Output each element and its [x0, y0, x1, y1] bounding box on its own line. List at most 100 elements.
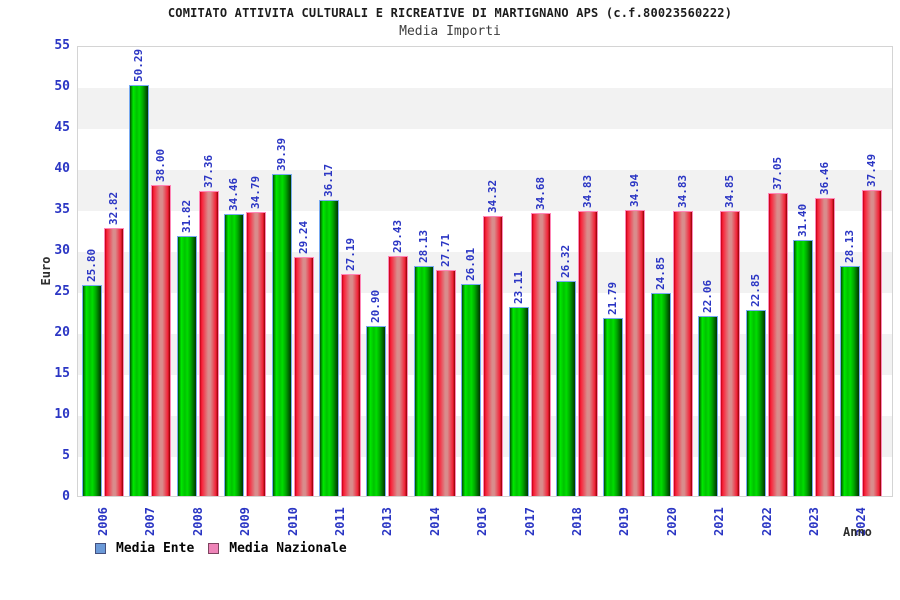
x-tick-label-2011: 2011 — [333, 507, 347, 536]
bar-media-nazionale-2016 — [483, 215, 504, 496]
bar-value-label: 29.24 — [296, 221, 310, 255]
legend-item-media-nazionale: Media Nazionale — [208, 541, 347, 556]
y-tick-label: 20 — [54, 325, 70, 340]
bar-value-label: 36.46 — [818, 161, 831, 196]
bar-media-ente-2016 — [461, 283, 482, 496]
y-tick-label: 35 — [54, 202, 70, 217]
bar-value-label: 25.80 — [85, 249, 98, 283]
x-axis-title: Anno — [843, 525, 872, 539]
x-tick-label-2014: 2014 — [427, 507, 442, 536]
bar-value-label: 34.68 — [533, 176, 547, 210]
bar-media-ente-2014 — [413, 266, 434, 496]
bar-media-ente-2013 — [366, 325, 387, 496]
bar-value-label: 50.29 — [132, 48, 146, 82]
bar-media-ente-2023 — [793, 239, 813, 496]
x-tick-label-2023: 2023 — [807, 507, 821, 536]
y-tick-label: 40 — [54, 161, 70, 176]
legend-label: Media Ente — [116, 541, 195, 556]
x-tick-label-2007: 2007 — [143, 507, 158, 536]
bar-media-ente-2024 — [840, 266, 861, 496]
bar-value-label: 31.82 — [179, 199, 193, 234]
bar-value-label: 37.36 — [201, 154, 215, 188]
x-tick-label-2009: 2009 — [238, 507, 253, 536]
bar-media-nazionale-2008 — [198, 190, 219, 496]
y-tick-label: 30 — [54, 243, 70, 258]
bar-value-label: 27.19 — [344, 237, 357, 272]
bar-media-ente-2019 — [603, 318, 624, 496]
bar-media-ente-2022 — [745, 309, 766, 496]
legend-label: Media Nazionale — [229, 541, 347, 556]
y-tick-label: 10 — [54, 407, 70, 422]
bar-media-ente-2007 — [129, 84, 150, 496]
bar-media-ente-2008 — [176, 236, 197, 496]
bar-value-label: 34.79 — [249, 175, 263, 209]
bar-value-label: 34.83 — [581, 175, 594, 209]
bar-media-nazionale-2024 — [862, 189, 883, 496]
bar-value-label: 27.71 — [438, 233, 452, 267]
x-tick-label-2010: 2010 — [285, 507, 300, 536]
bar-media-nazionale-2023 — [815, 198, 835, 496]
bar-media-ente-2010 — [271, 174, 292, 496]
bar-value-label: 37.05 — [770, 157, 784, 191]
y-tick-label: 5 — [62, 448, 70, 463]
x-tick-label-2021: 2021 — [712, 507, 727, 536]
bar-media-ente-2021 — [698, 316, 719, 496]
x-tick-label-2013: 2013 — [380, 507, 395, 536]
y-tick-label: 50 — [54, 79, 70, 94]
bar-value-label: 36.17 — [322, 164, 335, 198]
bar-media-nazionale-2010 — [293, 257, 314, 496]
y-axis-title: Euro — [39, 256, 53, 286]
bar-media-nazionale-2014 — [435, 269, 456, 496]
bar-value-label: 23.11 — [511, 271, 525, 305]
chart-title: COMITATO ATTIVITA CULTURALI E RICREATIVE… — [167, 6, 733, 20]
bar-value-label: 26.01 — [464, 247, 478, 281]
bar-value-label: 24.85 — [653, 257, 667, 291]
bar-media-ente-2011 — [319, 200, 339, 496]
bar-value-label: 21.79 — [606, 282, 620, 316]
bar-value-label: 20.90 — [369, 289, 383, 323]
bar-value-label: 22.85 — [748, 273, 762, 307]
bar-value-label: 32.82 — [107, 191, 120, 225]
bar-media-nazionale-2018 — [578, 211, 598, 496]
bar-value-label: 22.06 — [701, 279, 715, 314]
x-tick-label-2008: 2008 — [190, 507, 205, 536]
y-tick-label: 25 — [54, 284, 70, 299]
media-ente-swatch-icon — [95, 543, 106, 554]
x-tick-label-2016: 2016 — [475, 507, 490, 536]
bar-media-nazionale-2013 — [388, 255, 409, 496]
y-tick-label: 55 — [54, 38, 70, 53]
legend-item-media-ente: Media Ente — [95, 541, 194, 556]
bar-value-label: 39.39 — [274, 137, 288, 171]
bar-value-label: 34.32 — [486, 179, 500, 213]
x-tick-label-2020: 2020 — [664, 507, 679, 536]
bar-media-nazionale-2009 — [246, 211, 267, 496]
bar-value-label: 38.00 — [154, 149, 168, 183]
bar-value-label: 28.13 — [416, 230, 430, 264]
bar-value-label: 34.83 — [675, 175, 689, 209]
bar-value-label: 34.46 — [227, 178, 241, 212]
bar-media-ente-2006 — [82, 285, 102, 496]
x-tick-label-2006: 2006 — [96, 507, 110, 536]
y-tick-label: 15 — [54, 366, 70, 381]
bar-media-nazionale-2022 — [767, 193, 788, 496]
bar-value-label: 29.43 — [391, 219, 405, 253]
bar-media-nazionale-2007 — [151, 185, 172, 496]
x-tick-label-2022: 2022 — [759, 507, 774, 536]
bar-value-label: 26.32 — [559, 245, 572, 279]
chart-subtitle: Media Importi — [399, 24, 501, 39]
bar-value-label: 31.40 — [796, 203, 809, 237]
y-tick-label: 0 — [62, 489, 70, 504]
bar-media-nazionale-2011 — [341, 274, 361, 496]
bar-value-label: 28.13 — [843, 230, 857, 264]
bar-media-ente-2018 — [556, 281, 576, 496]
bar-value-label: 34.94 — [628, 174, 642, 208]
bar-value-label: 34.85 — [723, 175, 737, 209]
bar-media-nazionale-2019 — [625, 210, 646, 496]
bar-media-nazionale-2017 — [530, 212, 551, 496]
bar-value-label: 37.49 — [865, 153, 879, 187]
x-tick-label-2018: 2018 — [570, 507, 584, 536]
media-nazionale-swatch-icon — [208, 543, 220, 554]
bar-media-ente-2017 — [508, 307, 529, 496]
bar-media-ente-2009 — [224, 214, 245, 496]
